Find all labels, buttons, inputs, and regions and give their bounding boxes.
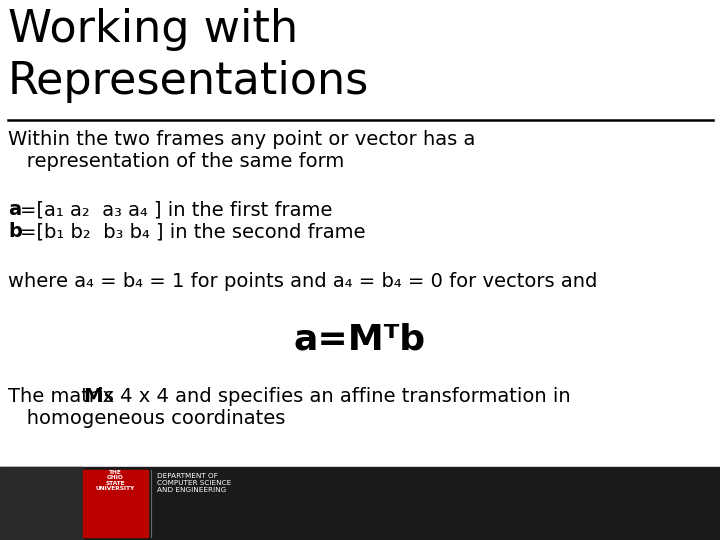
Text: Representations: Representations (8, 60, 369, 103)
Text: a: a (8, 200, 21, 219)
Text: a=Mᵀb: a=Mᵀb (294, 322, 426, 356)
Text: where a₄ = b₄ = 1 for points and a₄ = b₄ = 0 for vectors and: where a₄ = b₄ = 1 for points and a₄ = b₄… (8, 272, 598, 291)
Text: Working with: Working with (8, 8, 298, 51)
Text: THE
OHIO
STATE
UNIVERSITY: THE OHIO STATE UNIVERSITY (96, 470, 135, 491)
Text: Within the two frames any point or vector has a: Within the two frames any point or vecto… (8, 130, 475, 149)
Text: is 4 x 4 and specifies an affine transformation in: is 4 x 4 and specifies an affine transfo… (92, 387, 571, 406)
Text: homogeneous coordinates: homogeneous coordinates (8, 409, 285, 428)
Text: representation of the same form: representation of the same form (8, 152, 344, 171)
Text: The matrix: The matrix (8, 387, 120, 406)
Bar (83, 470, 148, 537)
Text: =[a₁ a₂  a₃ a₄ ] in the first frame: =[a₁ a₂ a₃ a₄ ] in the first frame (20, 200, 333, 219)
Text: M: M (83, 387, 102, 406)
Bar (0, 467, 720, 540)
Bar (0, 467, 83, 540)
Text: =[b₁ b₂  b₃ b₄ ] in the second frame: =[b₁ b₂ b₃ b₄ ] in the second frame (20, 222, 366, 241)
Text: DEPARTMENT OF
COMPUTER SCIENCE
AND ENGINEERING: DEPARTMENT OF COMPUTER SCIENCE AND ENGIN… (157, 472, 231, 494)
Text: b: b (8, 222, 22, 241)
